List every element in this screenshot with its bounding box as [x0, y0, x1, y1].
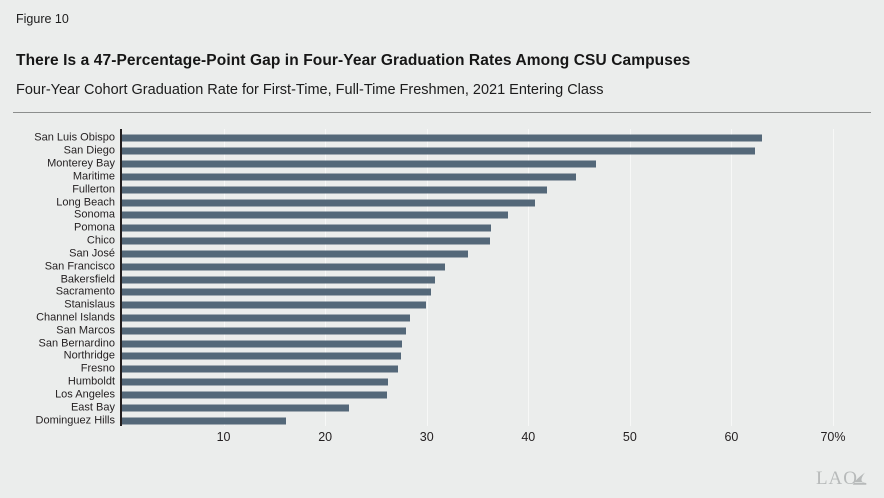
gridline	[629, 129, 631, 426]
figure-number: Figure 10	[16, 12, 69, 26]
x-axis-ticks: 10 20 30 40 50 60 70%	[122, 430, 872, 446]
bar	[122, 263, 445, 271]
bar-row: San Francisco	[45, 260, 872, 273]
category-label: San José	[69, 247, 115, 260]
bar-row: Dominguez Hills	[36, 414, 872, 427]
category-label: San Marcos	[56, 324, 115, 337]
category-label: Fresno	[80, 362, 115, 375]
x-tick-label: 10	[216, 430, 231, 444]
bar	[122, 327, 407, 335]
gridline	[833, 129, 834, 426]
category-label: East Bay	[70, 401, 115, 414]
x-tick-label: 50	[622, 430, 637, 444]
bar	[122, 378, 389, 386]
bar	[122, 314, 411, 322]
category-label: Humboldt	[67, 375, 115, 388]
bar-row: Monterey Bay	[47, 158, 872, 171]
bar-row: Fullerton	[72, 183, 872, 196]
bar	[122, 340, 403, 348]
bar	[122, 288, 431, 296]
bar-row: Los Angeles	[55, 389, 872, 402]
bar	[122, 134, 762, 142]
lao-logo: LAO	[815, 468, 869, 489]
bar	[122, 301, 426, 309]
bar	[122, 199, 536, 207]
bar	[122, 404, 349, 412]
gridline	[731, 129, 733, 426]
category-label: Fullerton	[72, 183, 115, 196]
bar-chart: San Luis Obispo San Diego Monterey Bay Mari…	[34, 129, 872, 444]
category-label: Sonoma	[74, 208, 115, 221]
category-label: Northridge	[63, 349, 115, 362]
bar-row: Pomona	[74, 222, 872, 235]
category-label: San Luis Obispo	[34, 131, 115, 144]
bar-row: Northridge	[64, 350, 872, 363]
bar	[122, 237, 490, 245]
bar	[122, 352, 402, 360]
bar	[122, 276, 435, 284]
bar	[122, 160, 597, 168]
bar-row: Stanislaus	[64, 299, 872, 312]
bar-row: Humboldt	[68, 376, 872, 389]
category-label: Sacramento	[55, 285, 115, 298]
bar-row: San Luis Obispo	[34, 132, 872, 145]
category-label: Los Angeles	[55, 388, 115, 401]
header-divider	[13, 112, 871, 113]
figure-subtitle: Four-Year Cohort Graduation Rate for Fir…	[16, 82, 604, 98]
lao-logo-text: LAO	[815, 468, 858, 489]
x-tick-label: 60	[724, 430, 739, 444]
category-label: San Bernardino	[38, 337, 115, 350]
lao-quill-icon	[852, 472, 867, 485]
bar	[122, 417, 286, 425]
x-tick-label: 40	[521, 430, 536, 444]
bar	[122, 186, 547, 194]
bar-row: Chico	[87, 235, 872, 248]
y-axis-line	[120, 129, 122, 426]
category-label: San Diego	[63, 144, 115, 157]
bar-row: San Bernardino	[39, 337, 872, 350]
bar	[122, 224, 491, 232]
category-label: Pomona	[74, 221, 115, 234]
category-label: Dominguez Hills	[35, 414, 115, 427]
category-label: San Francisco	[44, 260, 115, 273]
gridline	[528, 129, 530, 426]
bar-row: San José	[69, 247, 872, 260]
bar-row: Bakersfield	[61, 273, 872, 286]
x-tick-label: 30	[419, 430, 434, 444]
category-label: Maritime	[72, 170, 115, 183]
x-tick-label: 20	[318, 430, 333, 444]
x-tick-label: 70%	[820, 430, 846, 444]
bar-row: Channel Islands	[36, 312, 872, 325]
bar	[122, 211, 508, 219]
bar-row: Sacramento	[56, 286, 872, 299]
bar-row: Long Beach	[56, 196, 872, 209]
bar	[122, 147, 755, 155]
bar-row: East Bay	[71, 401, 872, 414]
bar	[122, 250, 469, 258]
category-label: Bakersfield	[60, 273, 115, 286]
category-label: Long Beach	[56, 196, 115, 209]
category-label: Monterey Bay	[47, 157, 115, 170]
bar-row: San Marcos	[56, 324, 872, 337]
figure-title: There Is a 47-Percentage-Point Gap in Fo…	[16, 52, 691, 69]
category-label: Channel Islands	[36, 311, 115, 324]
bar-rows: San Luis Obispo San Diego Monterey Bay Mari…	[34, 132, 872, 427]
bar	[122, 173, 577, 181]
bar-row: Sonoma	[74, 209, 872, 222]
category-label: Chico	[86, 234, 115, 247]
category-label: Stanislaus	[64, 298, 115, 311]
bar-row: San Diego	[64, 145, 872, 158]
bar	[122, 391, 388, 399]
bar-row: Fresno	[81, 363, 872, 376]
bar	[122, 365, 399, 373]
bar-row: Maritime	[73, 170, 872, 183]
